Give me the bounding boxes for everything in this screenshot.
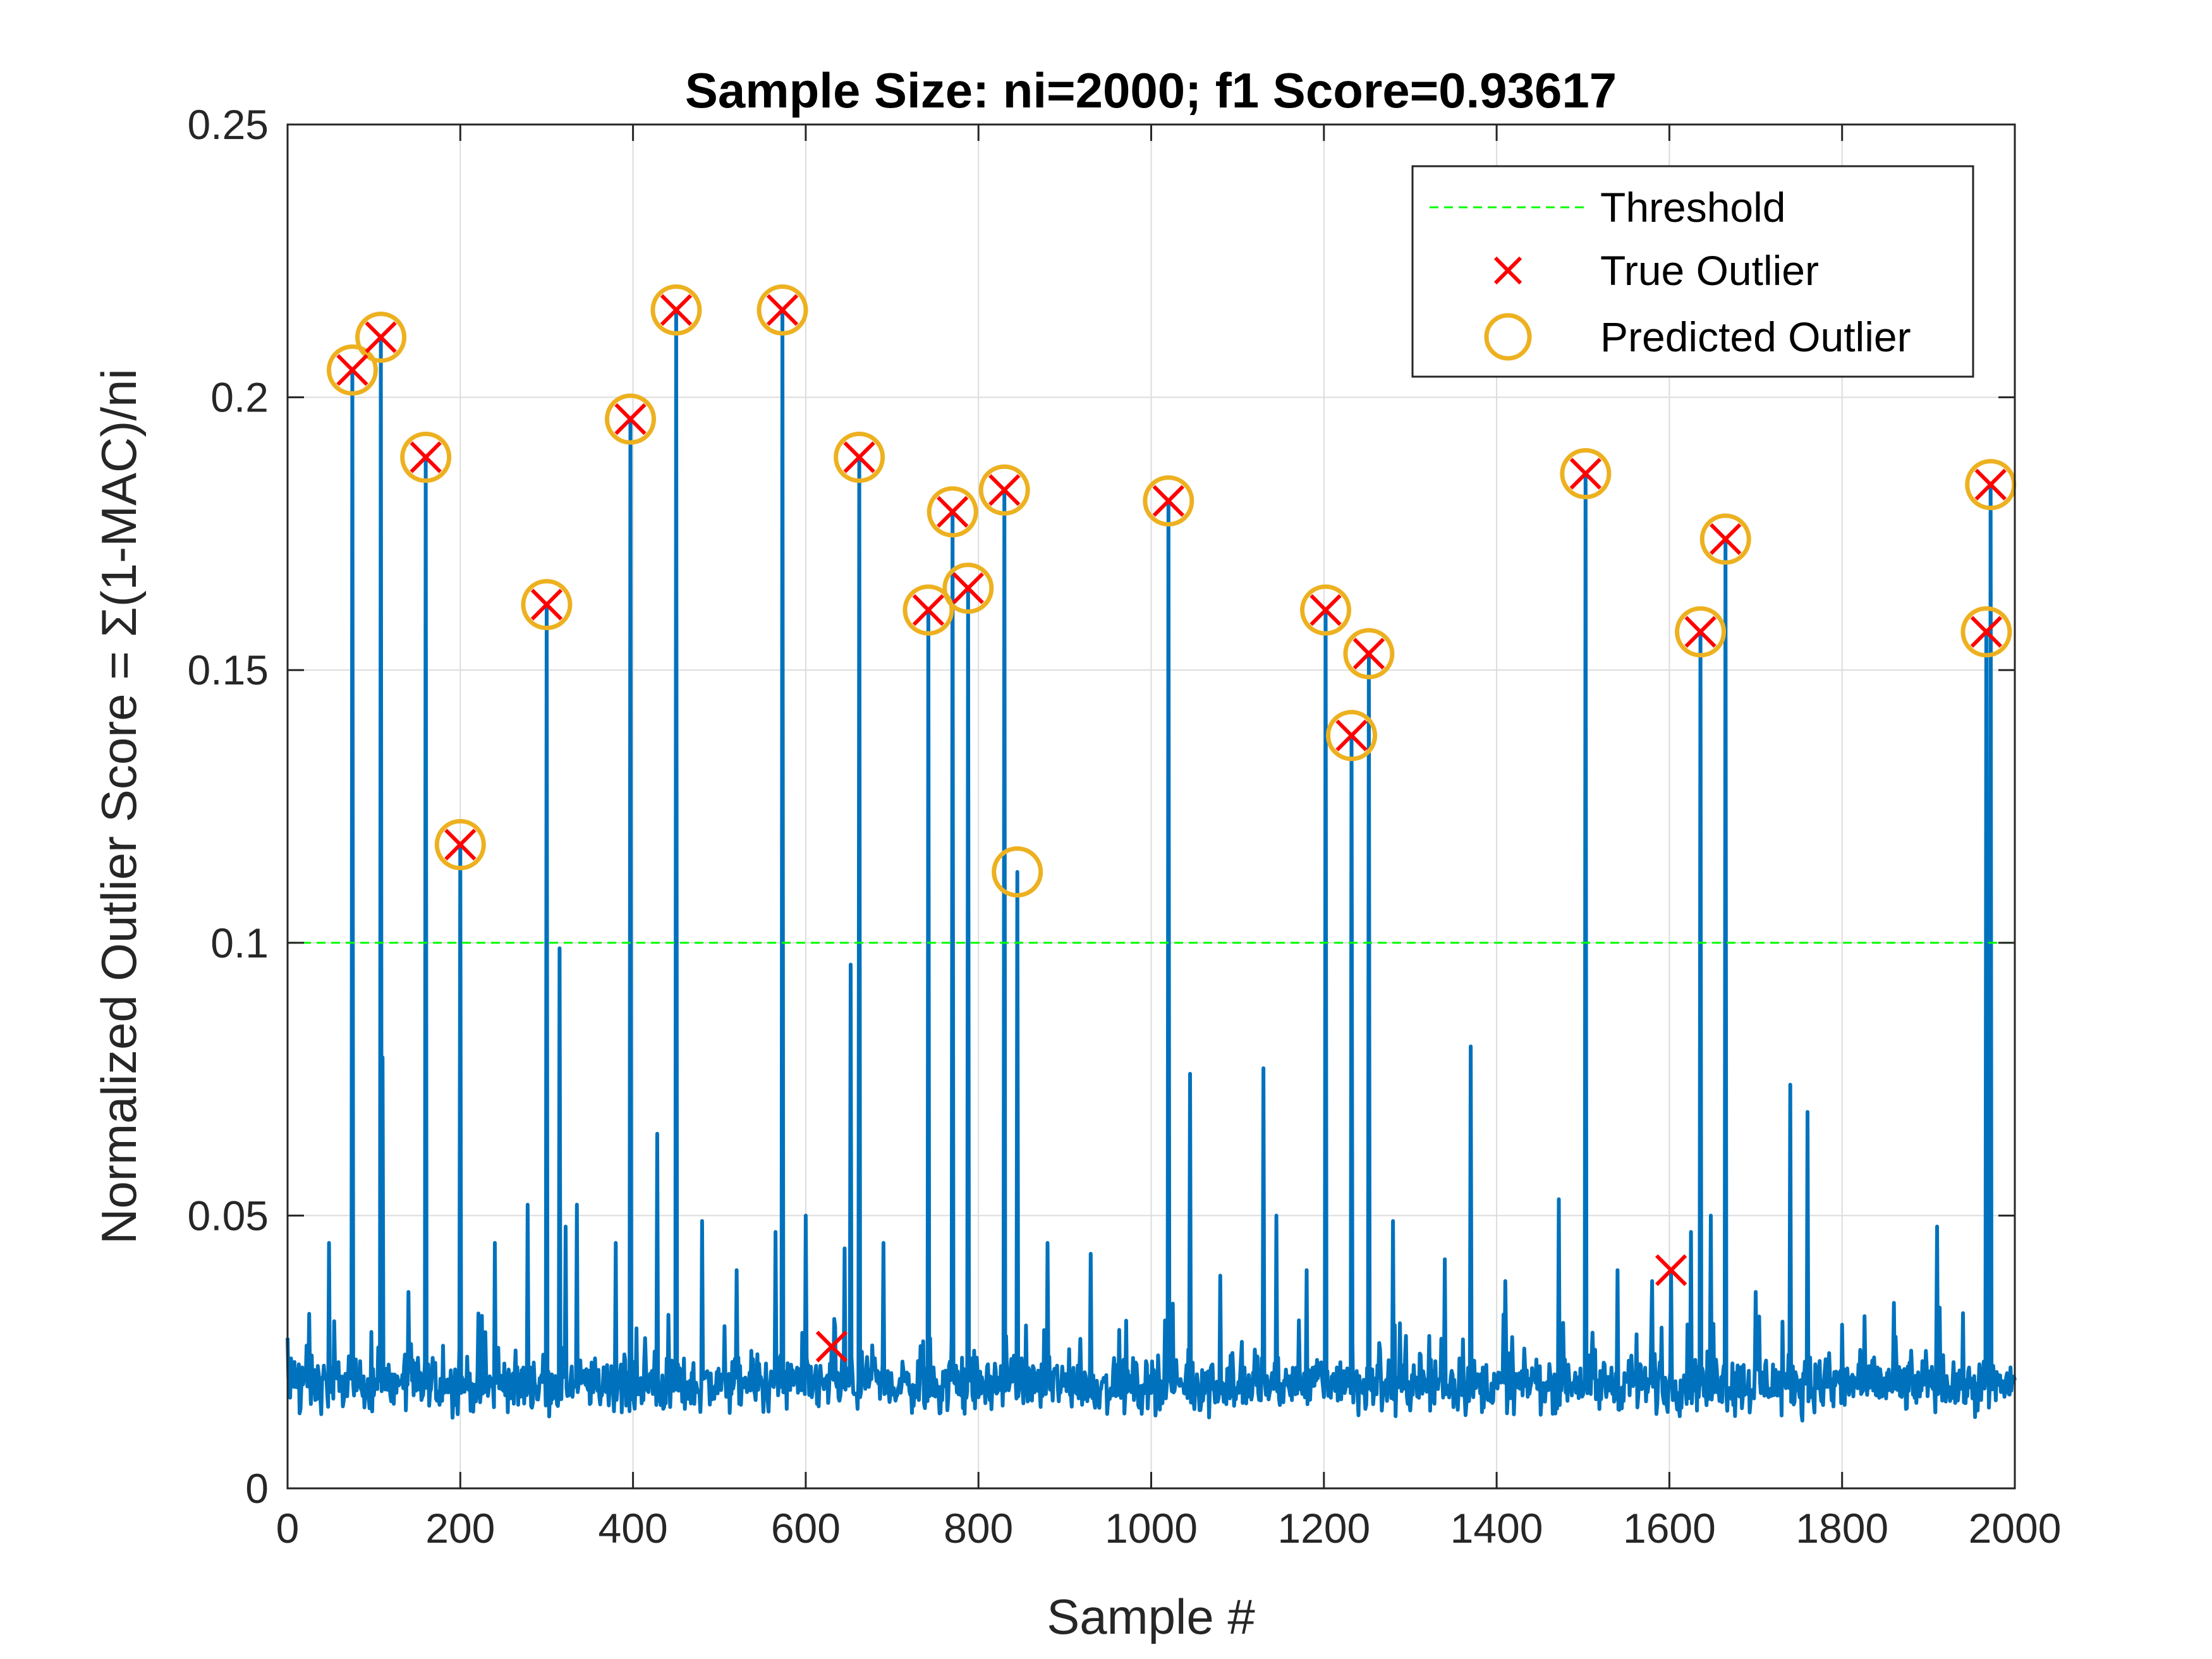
chart-title: Sample Size: ni=2000; f1 Score=0.93617 (685, 63, 1617, 118)
predicted-outlier-marker (326, 344, 378, 396)
y-tick-label: 0.05 (188, 1192, 269, 1239)
true-outlier-marker (988, 474, 1021, 506)
predicted-outlier-marker (927, 486, 978, 538)
predicted-outlier-marker (650, 284, 702, 336)
true-outlier-marker (1970, 616, 2003, 648)
outlier-markers (326, 284, 2017, 1363)
x-tick-label: 1200 (1277, 1505, 1370, 1552)
x-tick-label: 2000 (1969, 1505, 2062, 1552)
true-outlier-marker (1310, 594, 1342, 626)
axes: 0 200 400 600 800 1000 1200 1400 1600 1800 2000 0 0.… (188, 101, 2062, 1552)
y-tick-label: 0.1 (210, 920, 269, 966)
predicted-outlier-marker (978, 464, 1030, 516)
x-tick-label: 0 (276, 1505, 300, 1552)
predicted-outlier-marker (1326, 710, 1378, 762)
predicted-outlier-marker (757, 284, 808, 336)
x-tick-label: 1600 (1623, 1505, 1716, 1552)
true-outlier-marker (1152, 485, 1184, 517)
true-outlier-marker (952, 572, 984, 604)
x-axis-label: Sample # (1047, 1589, 1255, 1644)
legend: Threshold True Outlier Predicted Outlier (1411, 165, 1974, 378)
score-series (286, 308, 2017, 1423)
predicted-outlier-marker (434, 818, 486, 870)
predicted-outlier-marker (1143, 475, 1194, 527)
x-tick-label: 800 (944, 1505, 1013, 1552)
predicted-outlier-marker (942, 562, 994, 614)
predicted-outlier-marker (400, 432, 452, 483)
score-line (286, 308, 2017, 1423)
predicted-outlier-marker (834, 432, 885, 483)
x-tick-label: 400 (599, 1505, 668, 1552)
legend-true-outlier-icon (1493, 256, 1522, 285)
predicted-outlier-marker (1560, 447, 1612, 499)
y-tick-label: 0 (245, 1465, 269, 1512)
true-outlier-marker (1974, 468, 2007, 501)
true-outlier-marker (365, 321, 397, 353)
true-outlier-marker (660, 294, 693, 326)
y-tick-label: 0.15 (188, 647, 269, 693)
true-outlier-marker (1569, 458, 1601, 490)
true-outlier-marker (1710, 523, 1742, 556)
legend-predicted-outlier-label: Predicted Outlier (1600, 313, 1911, 360)
x-tick-label: 200 (425, 1505, 495, 1552)
true-outlier-marker (912, 594, 945, 626)
predicted-outlier-marker (1675, 606, 1727, 658)
true-outlier-marker (1655, 1254, 1687, 1286)
true-outlier-marker (843, 441, 875, 473)
true-outlier-marker (1335, 719, 1368, 751)
predicted-outlier-marker (521, 579, 573, 631)
x-tick-label: 1800 (1796, 1505, 1888, 1552)
predicted-outlier-marker (902, 584, 954, 636)
legend-true-outlier-label: True Outlier (1600, 247, 1819, 294)
true-outlier-marker (766, 294, 799, 326)
true-outlier-marker (444, 829, 477, 861)
true-outlier-marker (937, 495, 969, 528)
true-outlier-marker (336, 354, 368, 386)
predicted-outlier-marker (992, 846, 1043, 898)
y-axis-label: Normalized Outlier Score = Σ(1-MAC)/ni (91, 368, 147, 1244)
true-outlier-marker (410, 441, 442, 473)
predicted-outlier-marker (355, 312, 407, 363)
predicted-outlier-marker (1300, 584, 1352, 636)
true-outlier-marker (1352, 638, 1385, 670)
predicted-outlier-marker (1699, 513, 1751, 565)
true-outlier-marker (1684, 616, 1717, 648)
true-outlier-marker (614, 403, 647, 435)
x-tick-label: 600 (771, 1505, 841, 1552)
predicted-outlier-marker (605, 393, 657, 445)
predicted-outlier-marker (1343, 628, 1395, 679)
predicted-outlier-marker (1960, 606, 2012, 658)
y-tick-label: 0.25 (188, 101, 269, 148)
y-tick-label: 0.2 (210, 374, 269, 421)
true-outlier-marker (530, 588, 563, 621)
legend-predicted-outlier-icon (1484, 313, 1532, 361)
true-outlier-marker (815, 1330, 848, 1363)
x-tick-label: 1400 (1450, 1505, 1543, 1552)
legend-threshold-label: Threshold (1600, 184, 1786, 231)
x-tick-label: 1000 (1105, 1505, 1198, 1552)
